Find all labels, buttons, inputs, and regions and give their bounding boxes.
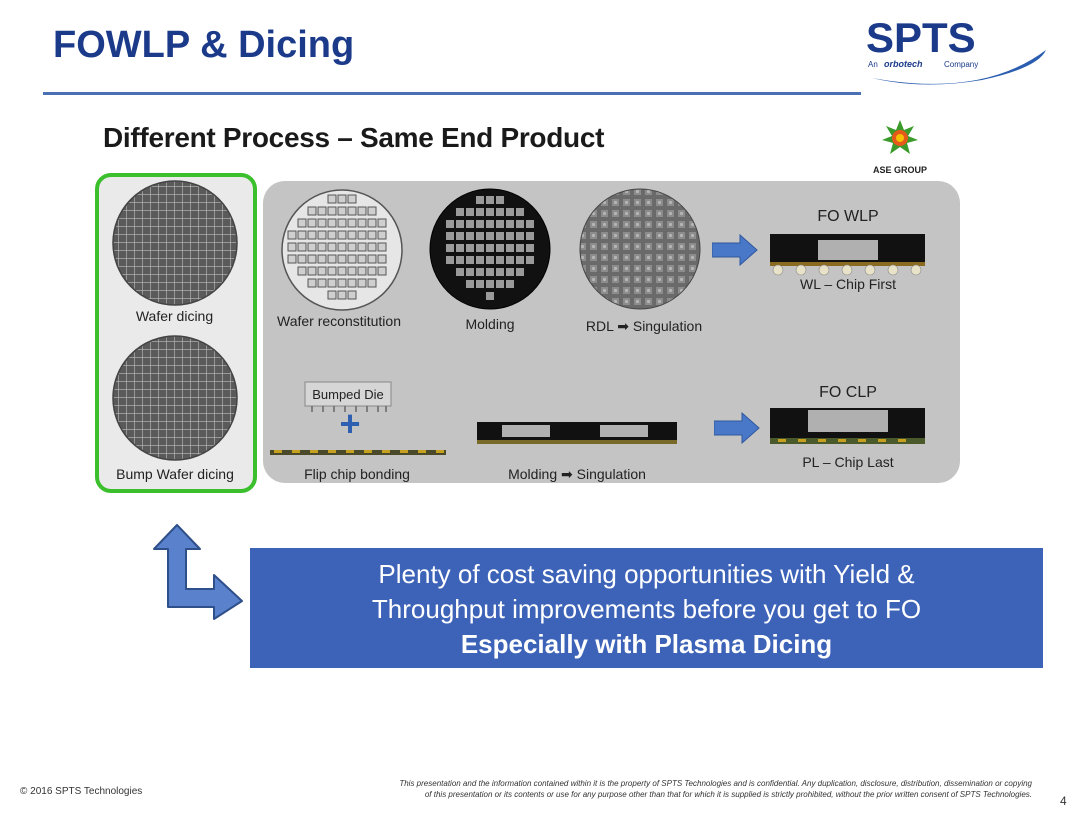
bumped-die-icon	[304, 381, 392, 412]
bent-double-arrow-icon	[153, 524, 243, 620]
ase-label: ASE GROUP	[872, 165, 927, 175]
wafer-dicing-label: Wafer dicing	[135, 308, 214, 324]
bump-wafer-dicing-label: Bump Wafer dicing	[116, 466, 234, 482]
pl-chip-last-label: PL – Chip Last	[802, 454, 894, 470]
logo-tagline-suffix: Company	[944, 60, 978, 69]
callout-emphasis: Especially with Plasma Dicing	[460, 629, 833, 659]
wafer-dicing-icon	[112, 180, 238, 306]
fo-wlp-package-icon	[770, 234, 925, 276]
logo-swoosh-icon	[872, 50, 1046, 85]
fo-clp-package-icon	[770, 408, 925, 444]
rdl-singulation-label: RDL ➡ Singulation	[585, 318, 703, 334]
callout-line-2: Throughput improvements before you get t…	[371, 594, 922, 624]
logo-tagline-prefix: An	[868, 60, 878, 69]
title-divider	[43, 92, 861, 95]
slide-subtitle: Different Process – Same End Product	[103, 122, 605, 153]
disclaimer-line-1: This presentation and the information co…	[399, 779, 1032, 788]
bump-wafer-dicing-icon	[112, 335, 238, 461]
page-number: 4	[1060, 794, 1067, 808]
molding-label: Molding	[465, 316, 515, 332]
ase-logo: ASE GROUP	[868, 118, 932, 176]
plus-icon: +	[339, 403, 361, 444]
copyright-text: © 2016 SPTS Technologies	[20, 786, 143, 797]
slide-title: FOWLP & Dicing	[53, 24, 355, 66]
bumped-die-label: Bumped Die	[312, 387, 384, 402]
ase-emblem-icon	[882, 120, 918, 154]
molding-wafer-icon	[429, 188, 551, 310]
confidentiality-disclaimer: This presentation and the information co…	[312, 778, 1032, 800]
callout-line-1: Plenty of cost saving opportunities with…	[378, 559, 915, 589]
molded-strip-icon	[477, 422, 677, 444]
logo-wordmark: SPTS	[866, 14, 976, 61]
arrow-right-icon	[714, 412, 760, 444]
fo-clp-label: FO CLP	[819, 384, 877, 401]
wl-chip-first-label: WL – Chip First	[800, 276, 896, 292]
fo-wlp-label: FO WLP	[817, 208, 879, 225]
logo-tagline-brand: orbotech	[884, 59, 923, 69]
callout-banner: Plenty of cost saving opportunities with…	[250, 548, 1043, 668]
disclaimer-line-2: of this presentation or its contents or …	[424, 790, 1032, 799]
rdl-wafer-icon	[579, 188, 701, 310]
molding-singulation-label: Molding ➡ Singulation	[508, 466, 646, 482]
arrow-right-icon	[712, 234, 758, 266]
spts-logo: SPTS An orbotech Company	[866, 14, 1046, 85]
substrate-icon	[270, 450, 446, 455]
wafer-reconstitution-label: Wafer reconstitution	[277, 313, 401, 329]
flip-chip-bonding-label: Flip chip bonding	[304, 466, 410, 482]
wafer-reconstitution-icon	[281, 189, 403, 311]
